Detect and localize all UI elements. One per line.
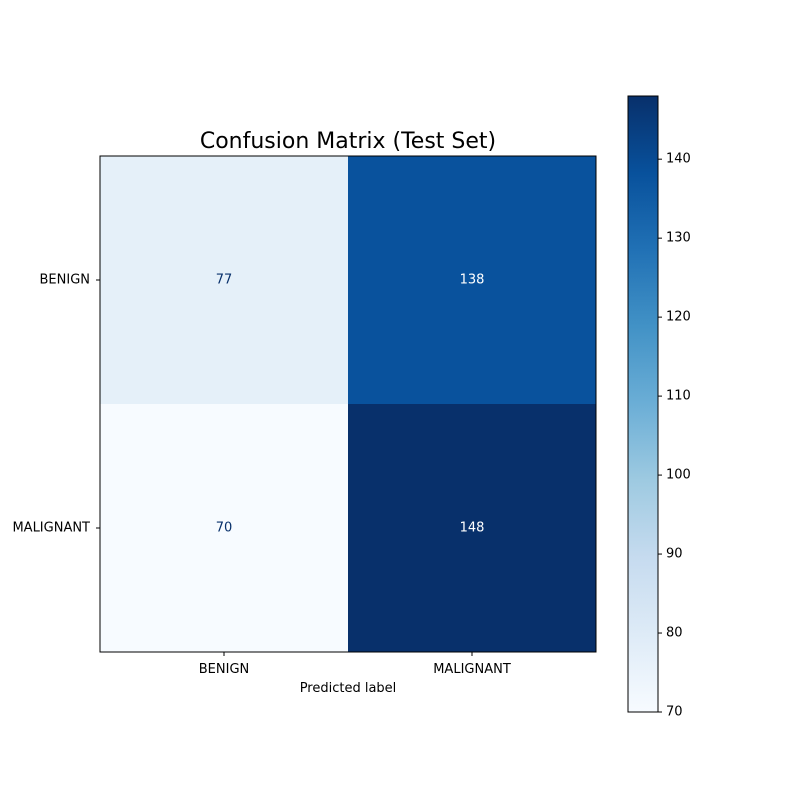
heatmap-cell [348,156,596,404]
colorbar-tick-label: 100 [666,468,691,483]
cell-value-labels: 77 138 70 148 [216,273,485,536]
x-tick-label: MALIGNANT [433,662,511,677]
colorbar-tick-label: 130 [666,231,691,246]
x-axis: BENIGN MALIGNANT [199,652,511,677]
heatmap-cell [100,156,348,404]
heatmap-cell [100,404,348,652]
colorbar-tick-label: 70 [666,705,683,720]
cell-value-label: 138 [460,273,485,288]
colorbar-ticks: 70 80 90 100 110 120 130 140 [658,152,691,720]
heatmap-cells [100,156,596,652]
colorbar-tick-label: 110 [666,389,691,404]
y-tick-label: MALIGNANT [12,521,90,536]
colorbar [627,95,659,713]
cell-value-label: 70 [216,521,233,536]
colorbar-gradient [627,95,659,713]
x-tick-label: BENIGN [199,662,250,677]
cell-value-label: 148 [460,521,485,536]
plot-frame [99,155,597,653]
chart-title: Confusion Matrix (Test Set) [200,129,496,154]
colorbar-tick-label: 90 [666,547,683,562]
heatmap-cell [348,404,596,652]
colorbar-tick-label: 120 [666,310,691,325]
x-axis-label: Predicted label [300,681,397,696]
y-axis: BENIGN MALIGNANT [12,273,100,536]
cell-value-label: 77 [216,273,233,288]
colorbar-tick-label: 80 [666,626,683,641]
y-tick-label: BENIGN [40,273,91,288]
colorbar-tick-label: 140 [666,152,691,167]
